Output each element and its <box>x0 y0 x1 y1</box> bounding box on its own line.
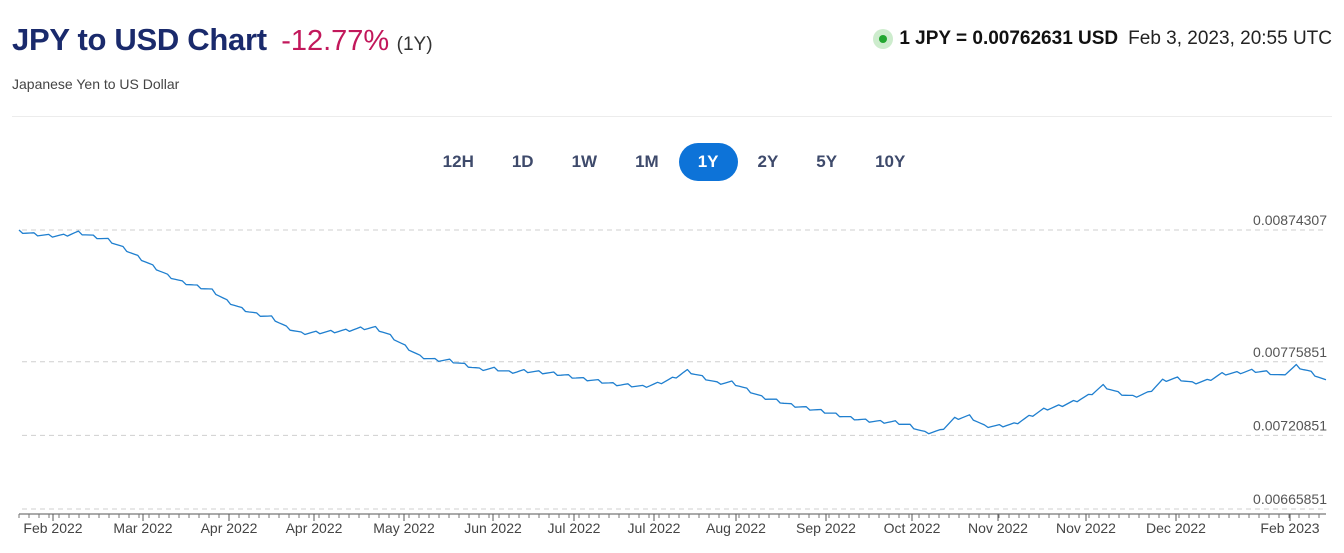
exchange-rate: 1 JPY = 0.00762631 USD <box>899 28 1119 49</box>
x-tick-label: Mar 2022 <box>113 520 172 536</box>
quote-timestamp: Feb 3, 2023, 20:55 UTC <box>1128 28 1332 49</box>
jpy-usd-line-chart[interactable]: 0.00874307 0.00775851 0.00720851 0.00665851… <box>0 195 1344 553</box>
range-1y-button[interactable]: 1Y <box>678 143 738 181</box>
header-divider <box>12 116 1332 117</box>
x-tick-label: May 2022 <box>373 520 435 536</box>
x-tick-label: Sep 2022 <box>796 520 856 536</box>
title-row: JPY to USD Chart -12.77% (1Y) <box>12 22 433 58</box>
x-tick-label: Dec 2022 <box>1146 520 1206 536</box>
page-subtitle: Japanese Yen to US Dollar <box>12 76 180 92</box>
range-5y-button[interactable]: 5Y <box>816 152 838 171</box>
x-tick-label: Apr 2022 <box>201 520 258 536</box>
range-2y-button[interactable]: 2Y <box>757 152 779 171</box>
y-tick-label: 0.00874307 <box>1253 212 1327 228</box>
time-range-selector: 12H 1D 1W 1M 1Y 2Y 5Y 10Y <box>0 143 1344 181</box>
y-tick-label: 0.00775851 <box>1253 344 1327 360</box>
y-tick-label: 0.00665851 <box>1253 491 1327 507</box>
x-tick-label: Nov 2022 <box>1056 520 1116 536</box>
range-12h-button[interactable]: 12H <box>442 152 474 171</box>
series-line[interactable] <box>18 229 1327 435</box>
x-tick-label: Oct 2022 <box>884 520 941 536</box>
x-tick-label: Jul 2022 <box>548 520 601 536</box>
x-tick-label: Jun 2022 <box>464 520 522 536</box>
x-tick-label: Nov 2022 <box>968 520 1028 536</box>
range-1w-button[interactable]: 1W <box>571 152 598 171</box>
range-10y-button[interactable]: 10Y <box>875 152 906 171</box>
x-tick-label: Aug 2022 <box>706 520 766 536</box>
x-tick-label: Feb 2023 <box>1260 520 1319 536</box>
page-title: JPY to USD Chart <box>12 22 267 57</box>
live-status-icon <box>873 29 894 49</box>
range-1d-button[interactable]: 1D <box>511 152 534 171</box>
change-period: (1Y) <box>396 34 433 55</box>
x-tick-label: Feb 2022 <box>23 520 82 536</box>
range-1m-button[interactable]: 1M <box>635 152 659 171</box>
y-tick-label: 0.00720851 <box>1253 417 1327 433</box>
chart-header: JPY to USD Chart -12.77% (1Y) Japanese Y… <box>12 18 1332 98</box>
percent-change: -12.77% <box>281 25 390 57</box>
x-tick-label: Jul 2022 <box>628 520 681 536</box>
x-tick-label: Apr 2022 <box>286 520 343 536</box>
live-quote: 1 JPY = 0.00762631 USD Feb 3, 2023, 20:5… <box>873 28 1332 50</box>
